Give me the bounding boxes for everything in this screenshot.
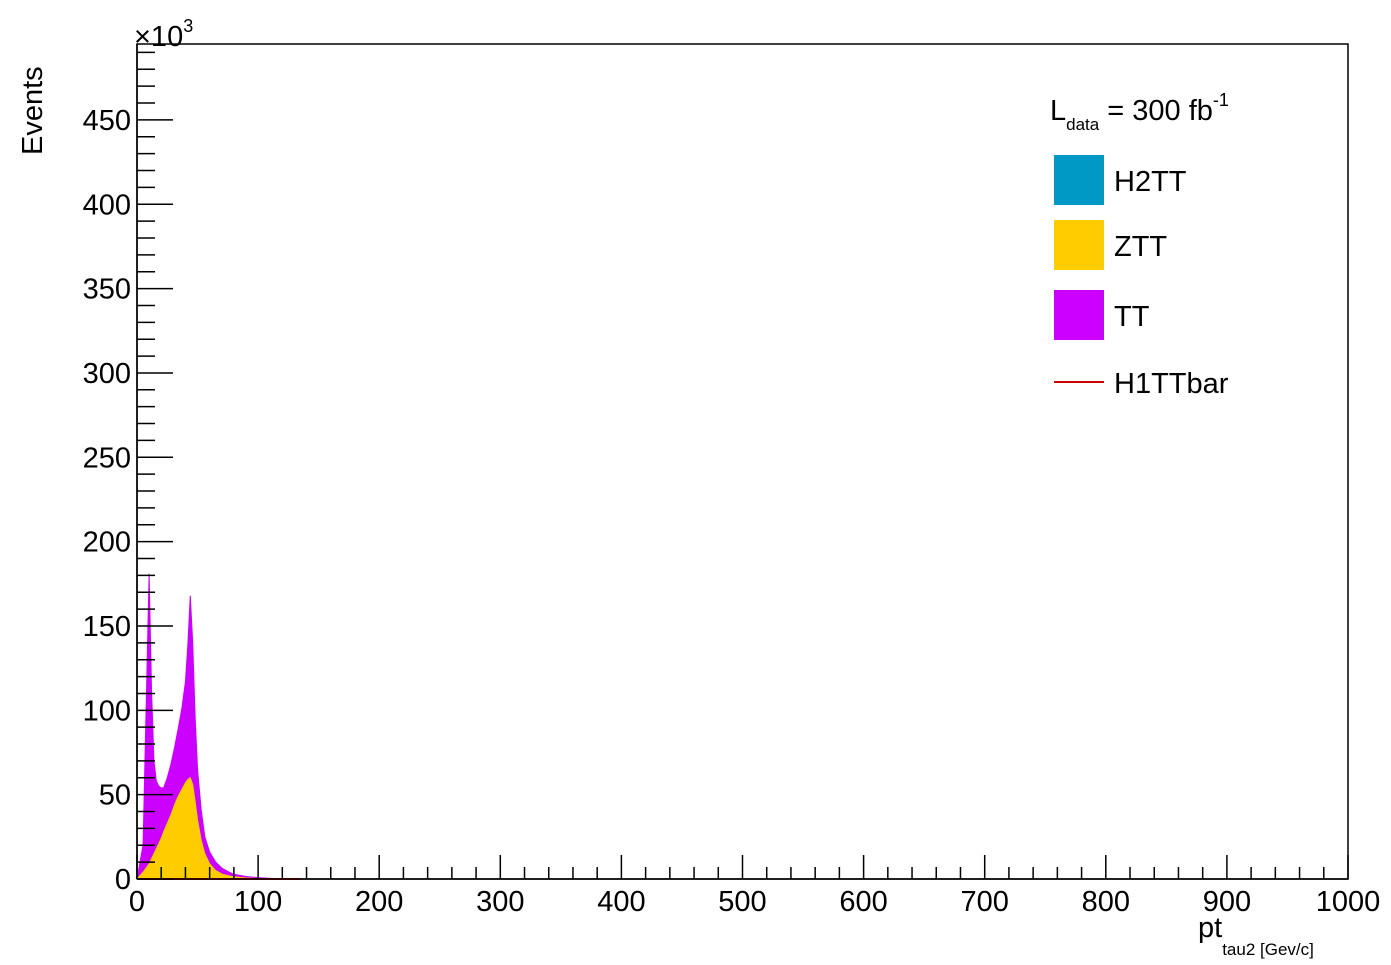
x-axis-title: pttau2 [Gev/c] bbox=[1198, 912, 1314, 959]
legend: Ldata = 300 fb-1 H2TT ZTT TT H1TTbar bbox=[1050, 90, 1229, 400]
legend-label-h2tt: H2TT bbox=[1114, 166, 1187, 198]
y-multiplier-prefix: ×10 bbox=[134, 21, 183, 53]
x-tick-label: 900 bbox=[1203, 886, 1251, 918]
x-tick-label: 500 bbox=[718, 886, 766, 918]
y-tick-label: 400 bbox=[83, 189, 131, 221]
y-tick-label: 350 bbox=[83, 274, 131, 306]
luminosity-label: Ldata = 300 fb-1 bbox=[1050, 90, 1229, 134]
y-tick-label: 0 bbox=[115, 864, 131, 896]
y-tick-label: 50 bbox=[99, 780, 131, 812]
y-axis-title: Events bbox=[17, 66, 49, 155]
legend-label-ztt: ZTT bbox=[1114, 231, 1167, 263]
y-tick-label: 150 bbox=[83, 611, 131, 643]
x-tick-label: 400 bbox=[597, 886, 645, 918]
y-multiplier: ×103 bbox=[134, 16, 193, 53]
y-multiplier-exponent: 3 bbox=[183, 16, 193, 36]
x-tick-label: 0 bbox=[129, 886, 145, 918]
legend-swatch-ztt bbox=[1054, 220, 1104, 270]
x-tick-label: 300 bbox=[476, 886, 524, 918]
x-tick-label: 200 bbox=[355, 886, 403, 918]
legend-label-tt: TT bbox=[1114, 301, 1150, 333]
x-tick-label: 800 bbox=[1082, 886, 1130, 918]
y-tick-label: 450 bbox=[83, 105, 131, 137]
plot-frame bbox=[136, 43, 1349, 880]
y-tick-label: 100 bbox=[83, 695, 131, 727]
x-tick-label: 100 bbox=[234, 886, 282, 918]
legend-label-h1ttbar: H1TTbar bbox=[1114, 368, 1229, 400]
legend-swatch-h2tt bbox=[1054, 155, 1104, 205]
y-tick-label: 300 bbox=[83, 358, 131, 390]
legend-entries: H2TT ZTT TT H1TTbar bbox=[1054, 155, 1229, 400]
x-axis-title-main: pt bbox=[1198, 912, 1222, 944]
y-tick-label: 200 bbox=[83, 527, 131, 559]
y-tick-label: 250 bbox=[83, 442, 131, 474]
x-tick-label: 600 bbox=[839, 886, 887, 918]
x-tick-label: 1000 bbox=[1316, 886, 1381, 918]
x-tick-label: 700 bbox=[961, 886, 1009, 918]
x-axis-title-subscript: tau2 [Gev/c] bbox=[1222, 940, 1314, 959]
axes-layer: 0 100 200 300 400 500 600 700 800 900 1000 0 50 100 15… bbox=[83, 44, 1381, 918]
legend-swatch-tt bbox=[1054, 290, 1104, 340]
